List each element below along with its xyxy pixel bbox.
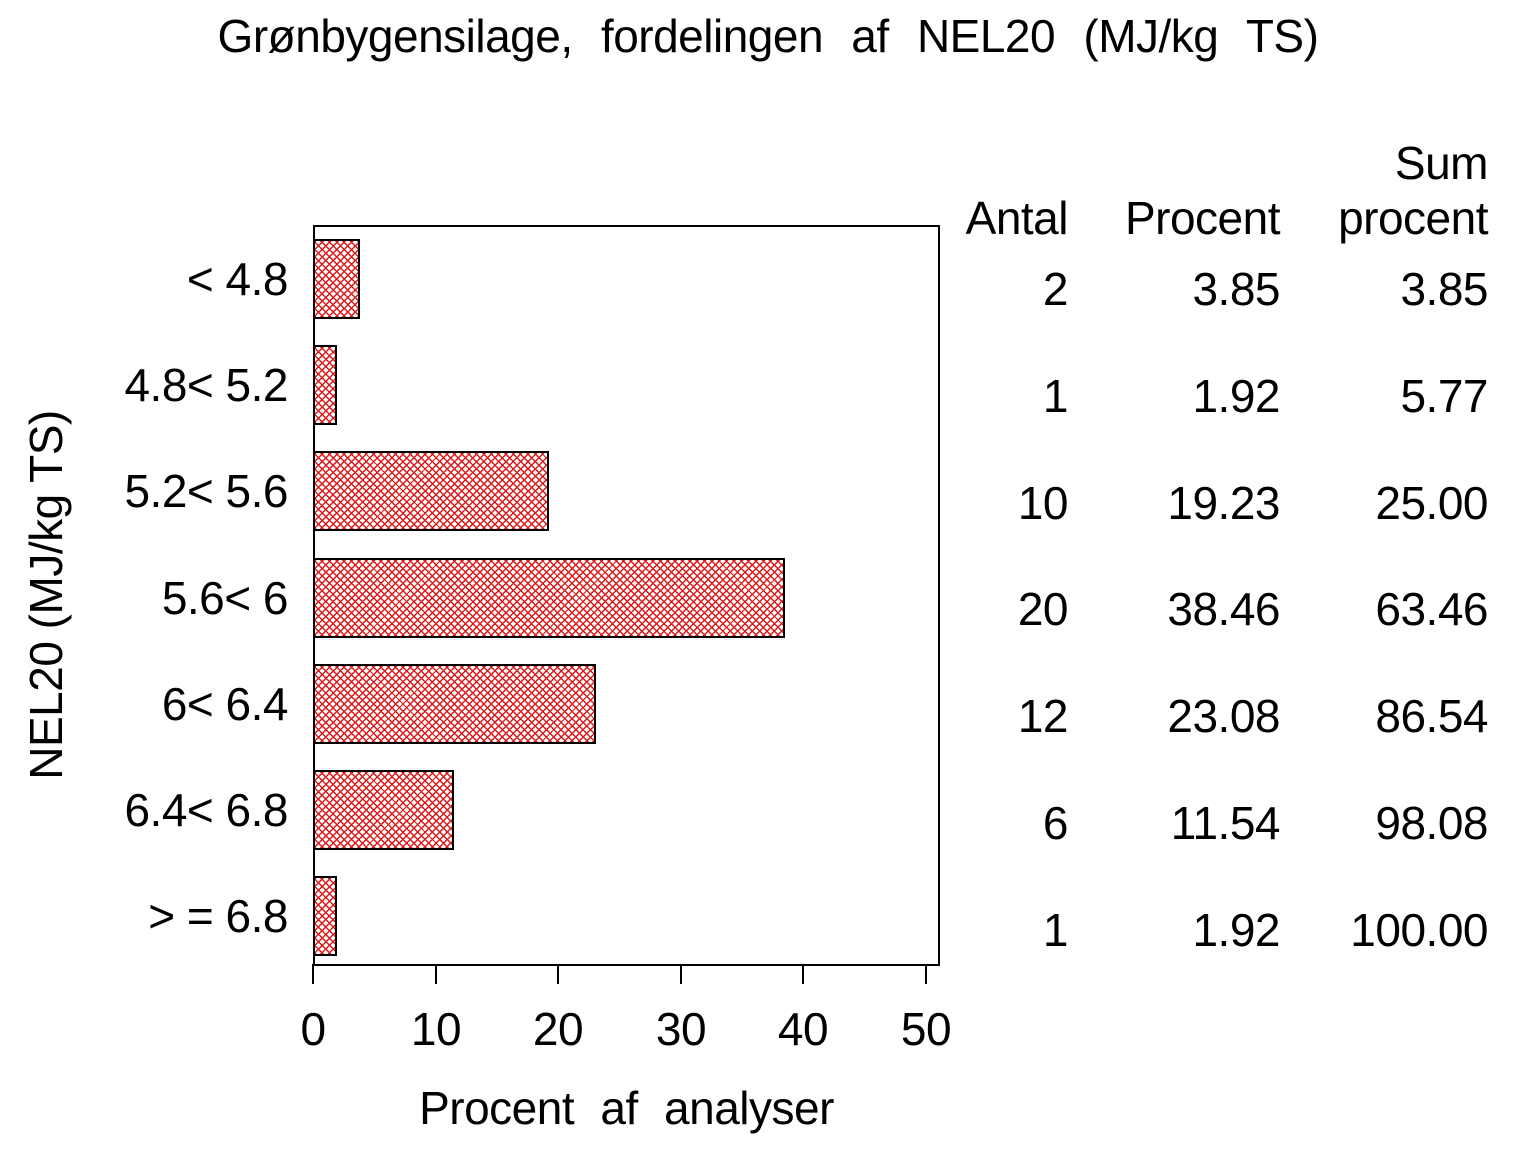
bar-5 xyxy=(313,664,596,744)
table-header-procent: Procent xyxy=(1124,192,1281,244)
category-label: < 4.8 xyxy=(186,253,289,305)
category-label: 6< 6.4 xyxy=(161,678,289,730)
table-cell-sum-procent: 86.54 xyxy=(1375,690,1488,742)
table-row: 12 23.08 86.54 xyxy=(0,690,1536,742)
table-header-antal: Antal xyxy=(965,192,1069,244)
x-axis-tick xyxy=(557,964,559,984)
bar-1 xyxy=(313,239,360,319)
table-cell-sum-procent: 63.46 xyxy=(1375,583,1488,635)
bar-3 xyxy=(313,451,549,531)
table-cell-antal: 10 xyxy=(1017,477,1069,529)
bar-6 xyxy=(313,770,454,850)
x-axis-title: Procent af analyser xyxy=(419,1082,834,1134)
table-header-sum-line2: procent xyxy=(1338,192,1488,244)
x-axis-tick-label: 50 xyxy=(900,1003,952,1055)
category-label: 6.4< 6.8 xyxy=(124,784,288,836)
x-axis-tick-label: 0 xyxy=(300,1003,326,1055)
bar-4 xyxy=(313,558,785,638)
table-cell-sum-procent: 25.00 xyxy=(1375,477,1488,529)
table-cell-procent: 1.92 xyxy=(1192,370,1280,422)
table-header-sum-line1: Sum xyxy=(1394,137,1489,189)
table-cell-antal: 12 xyxy=(1017,690,1069,742)
x-axis-tick-label: 40 xyxy=(777,1003,829,1055)
table-cell-sum-procent: 3.85 xyxy=(1400,263,1488,315)
table-cell-antal: 6 xyxy=(1042,797,1069,849)
x-axis-tick xyxy=(925,964,927,984)
table-row: 6 11.54 98.08 xyxy=(0,797,1536,849)
x-axis-tick xyxy=(435,964,437,984)
x-axis-tick xyxy=(680,964,682,984)
table-cell-antal: 1 xyxy=(1042,370,1069,422)
bar-7 xyxy=(313,876,337,956)
category-label: 5.2< 5.6 xyxy=(124,465,288,517)
table-cell-procent: 23.08 xyxy=(1167,690,1280,742)
table-cell-procent: 11.54 xyxy=(1170,797,1281,849)
table-row: 20 38.46 63.46 xyxy=(0,583,1536,635)
table-cell-procent: 1.92 xyxy=(1192,904,1280,956)
x-axis-tick-label: 10 xyxy=(410,1003,462,1055)
table-cell-procent: 19.23 xyxy=(1167,477,1280,529)
table-row: 2 3.85 3.85 xyxy=(0,263,1536,315)
table-cell-antal: 1 xyxy=(1042,904,1069,956)
category-label: 4.8< 5.2 xyxy=(124,359,288,411)
table-row: 10 19.23 25.00 xyxy=(0,477,1536,529)
table-cell-sum-procent: 5.77 xyxy=(1400,370,1488,422)
category-label: 5.6< 6 xyxy=(161,572,289,624)
table-cell-procent: 3.85 xyxy=(1192,263,1280,315)
table-row: 1 1.92 5.77 xyxy=(0,370,1536,422)
category-label: > = 6.8 xyxy=(148,890,288,942)
table-row: 1 1.92 100.00 xyxy=(0,904,1536,956)
x-axis-tick-label: 20 xyxy=(532,1003,584,1055)
table-cell-procent: 38.46 xyxy=(1167,583,1280,635)
x-axis-tick-label: 30 xyxy=(655,1003,707,1055)
chart-title: Grønbygensilage, fordelingen af NEL20 (M… xyxy=(217,10,1319,62)
table-cell-sum-procent: 100.00 xyxy=(1350,904,1488,956)
table-cell-antal: 2 xyxy=(1042,263,1069,315)
x-axis-tick xyxy=(312,964,314,984)
bar-2 xyxy=(313,345,337,425)
table-cell-sum-procent: 98.08 xyxy=(1375,797,1488,849)
x-axis-tick xyxy=(802,964,804,984)
table-cell-antal: 20 xyxy=(1017,583,1069,635)
